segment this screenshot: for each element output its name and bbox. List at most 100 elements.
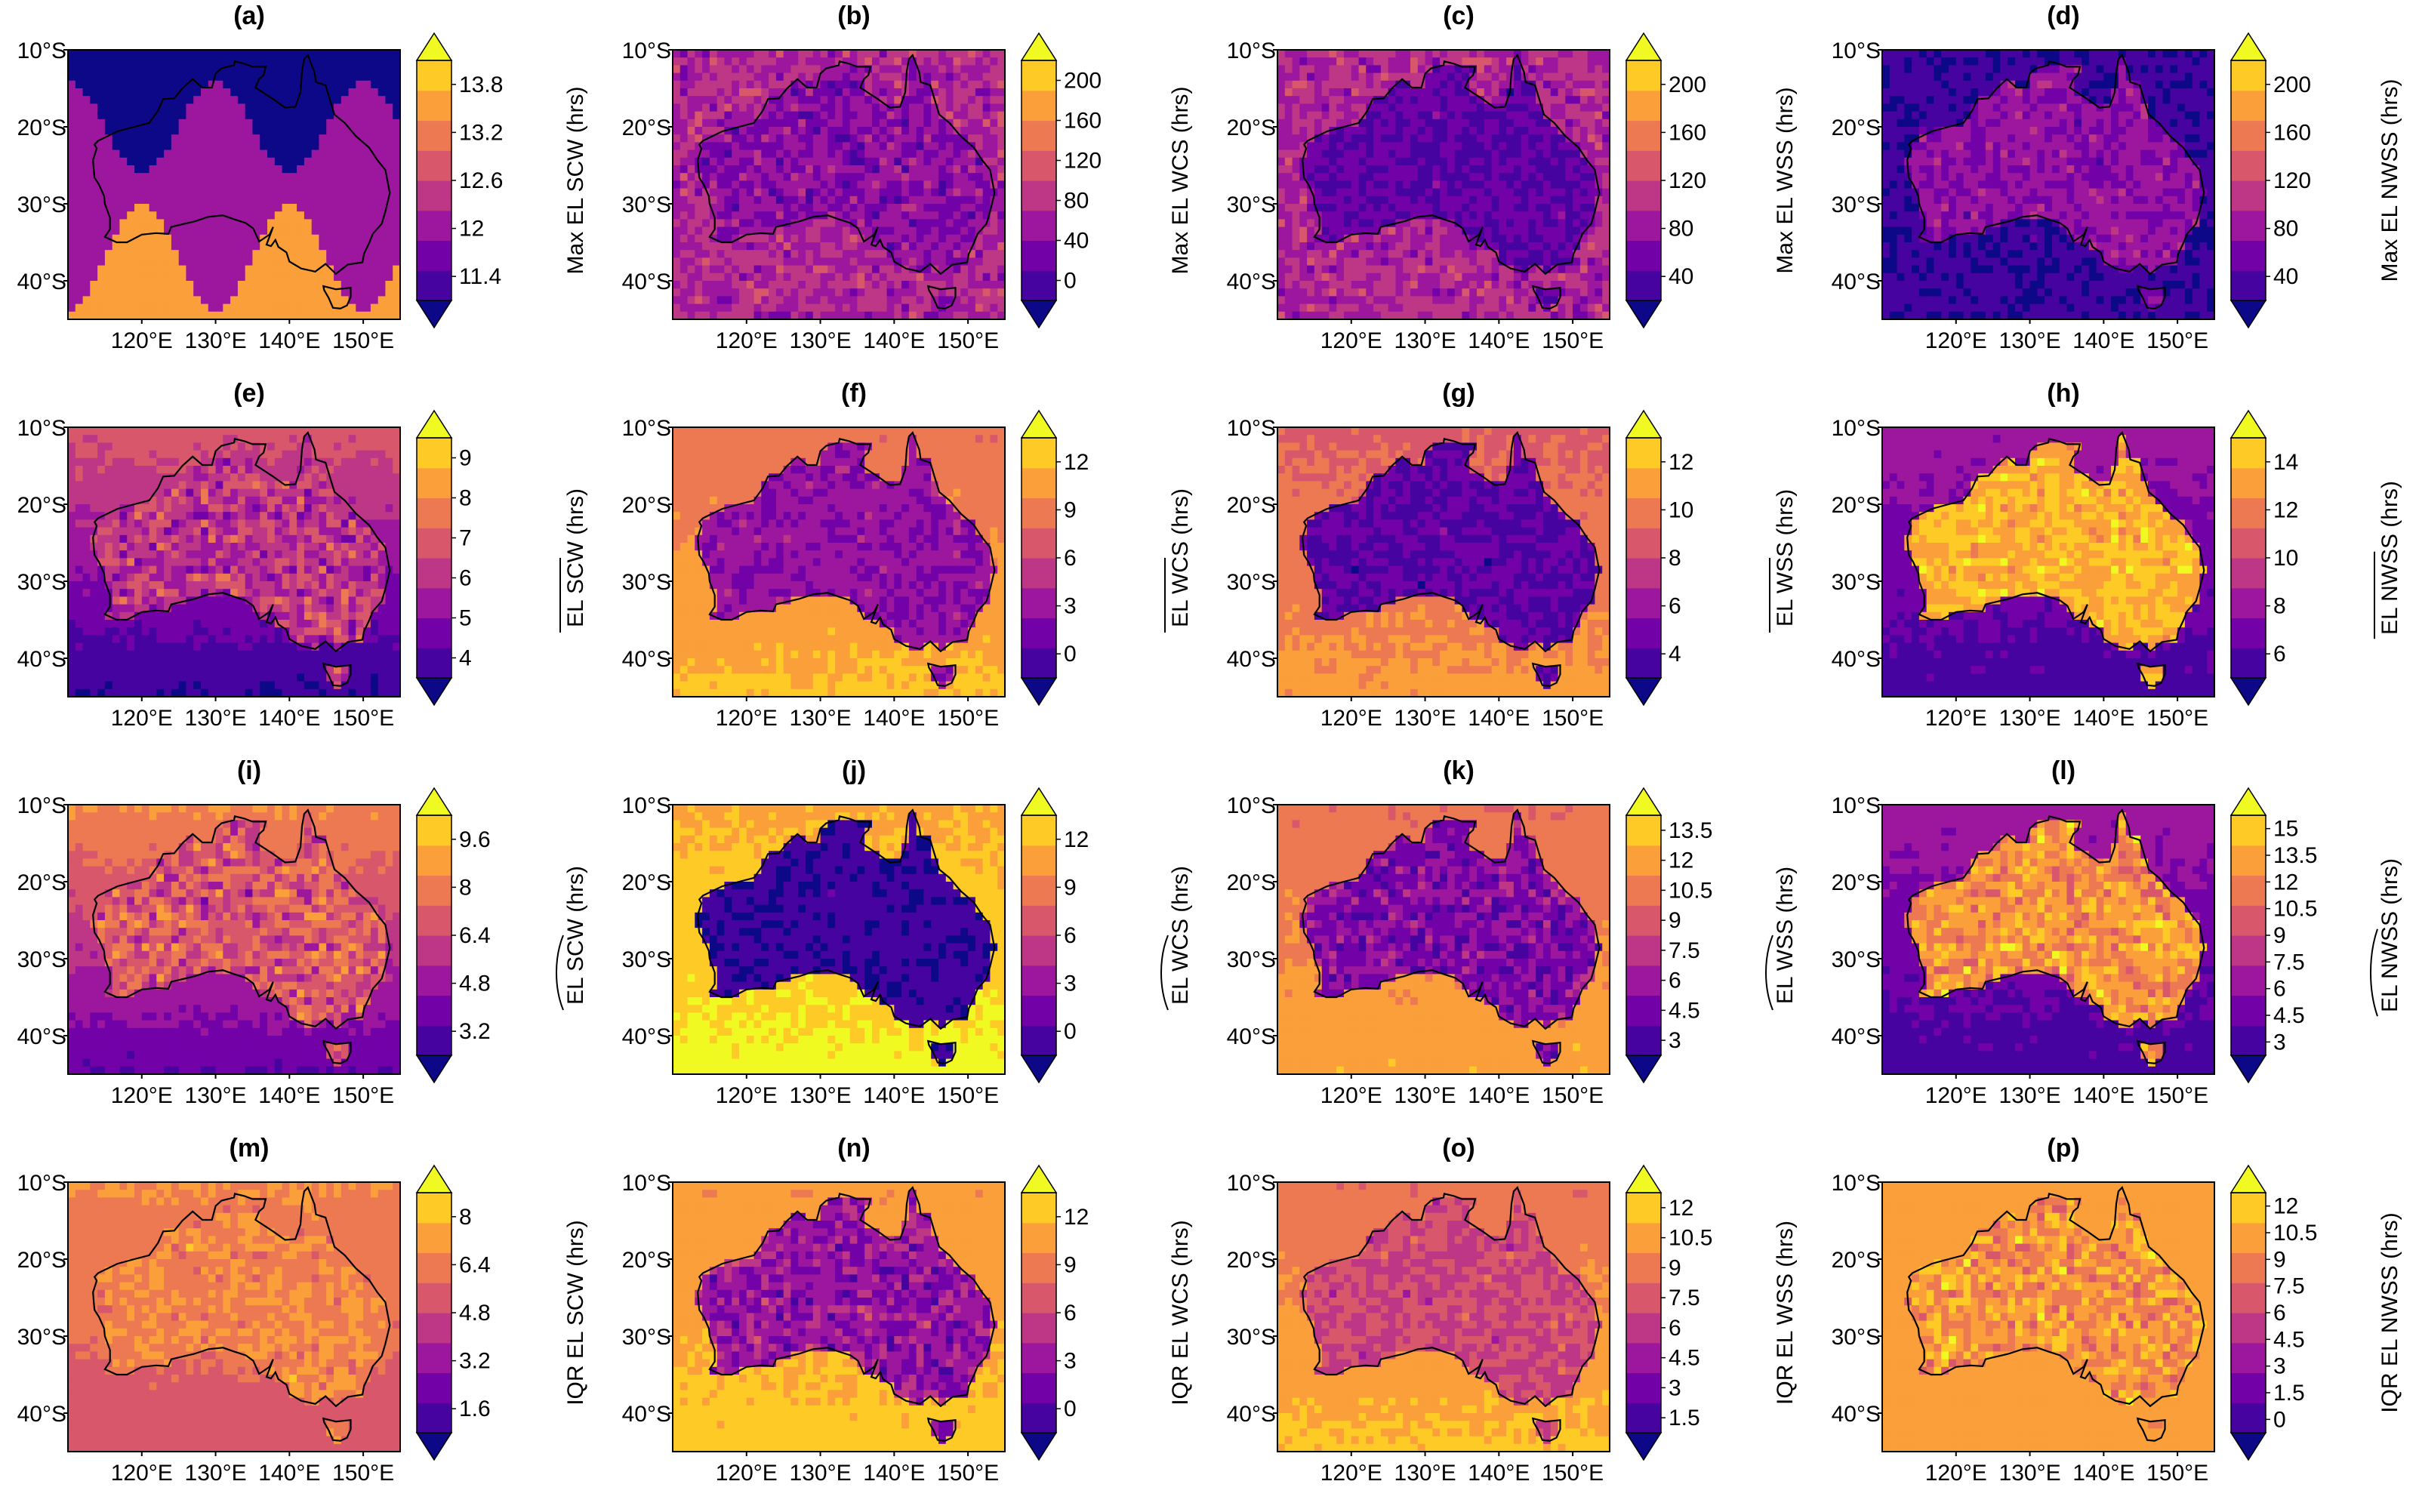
grid-cell: [835, 111, 843, 120]
grid-cell: [356, 103, 364, 112]
grid-cell: [2177, 57, 2186, 66]
grid-cell: [178, 273, 187, 282]
grid-cell: [1284, 265, 1293, 274]
grid-cell: [1344, 157, 1352, 166]
grid-cell: [2140, 65, 2149, 74]
grid-cell: [1477, 50, 1485, 58]
grid-cell: [341, 134, 350, 143]
grid-cell: [68, 250, 76, 259]
grid-cell: [849, 119, 858, 128]
grid-cell: [1499, 72, 1507, 82]
grid-cell: [356, 196, 364, 205]
grid-cell: [1491, 303, 1500, 313]
grid-cell: [186, 296, 194, 305]
grid-cell: [304, 303, 313, 313]
grid-cell: [149, 188, 158, 197]
grid-cell: [377, 257, 387, 266]
grid-cell: [156, 180, 165, 189]
grid-cell: [732, 288, 740, 297]
grid-cell: [112, 103, 121, 112]
grid-cell: [164, 173, 172, 182]
grid-cell: [732, 257, 740, 266]
grid-cell: [1579, 234, 1589, 243]
grid-cell: [363, 180, 371, 189]
colorbar-bin: [1626, 240, 1661, 271]
grid-cell: [1447, 127, 1456, 135]
grid-cell: [1440, 288, 1448, 297]
grid-cell: [1469, 281, 1478, 289]
grid-cell: [695, 250, 703, 259]
grid-cell: [849, 196, 858, 205]
grid-cell: [842, 204, 851, 212]
grid-cell: [237, 188, 246, 197]
grid-cell: [1587, 165, 1596, 174]
grid-cell: [2155, 57, 2164, 66]
grid-cell: [2192, 57, 2201, 66]
grid-cell: [1579, 72, 1589, 82]
grid-cell: [311, 50, 320, 58]
grid-cell: [1565, 211, 1573, 220]
grid-cell: [141, 219, 150, 228]
colorbar-bin: [1626, 60, 1661, 91]
grid-cell: [982, 303, 991, 313]
grid-cell: [1587, 273, 1596, 282]
grid-cell: [761, 111, 769, 120]
grid-cell: [1595, 281, 1603, 289]
grid-cell: [1388, 119, 1397, 128]
grid-cell: [304, 211, 313, 220]
grid-cell: [282, 288, 291, 297]
grid-cell: [775, 265, 784, 274]
grid-cell: [1351, 242, 1360, 251]
grid-cell: [1284, 127, 1293, 135]
grid-cell: [687, 204, 696, 212]
grid-cell: [164, 134, 172, 143]
grid-cell: [1565, 111, 1573, 120]
grid-cell: [746, 88, 755, 97]
grid-cell: [982, 134, 991, 143]
grid-cell: [223, 281, 231, 289]
grid-cell: [790, 103, 799, 112]
grid-cell: [1366, 134, 1374, 143]
grid-cell: [997, 226, 1005, 236]
colorbar-label: Max EL WCS (hrs): [1168, 87, 1193, 275]
grid-cell: [134, 250, 143, 259]
grid-cell: [739, 204, 747, 212]
grid-cell: [1321, 242, 1330, 251]
grid-cell: [334, 188, 342, 197]
grid-cell: [894, 127, 902, 135]
grid-cell: [97, 296, 106, 305]
grid-cell: [1314, 149, 1323, 159]
grid-cell: [2199, 57, 2208, 66]
grid-cell: [1602, 57, 1610, 66]
grid-cell: [753, 211, 763, 220]
grid-cell: [127, 142, 135, 151]
grid-cell: [842, 50, 851, 58]
grid-cell: [1417, 173, 1426, 182]
grid-cell: [104, 50, 113, 58]
grid-cell: [864, 180, 873, 189]
grid-cell: [894, 149, 902, 159]
lat-tick-label: 30°S: [622, 192, 671, 217]
grid-cell: [82, 119, 91, 128]
grid-cell: [732, 303, 740, 313]
grid-cell: [289, 142, 297, 151]
grid-cell: [857, 157, 865, 166]
grid-cell: [156, 134, 165, 143]
grid-cell: [982, 204, 991, 212]
grid-cell: [790, 257, 799, 266]
grid-cell: [1521, 80, 1530, 89]
grid-cell: [673, 173, 681, 182]
grid-cell: [223, 111, 231, 120]
grid-cell: [1284, 281, 1293, 289]
grid-cell: [1373, 180, 1382, 189]
grid-cell: [872, 211, 880, 220]
grid-cell: [673, 50, 681, 58]
grid-cell: [1595, 134, 1603, 143]
grid-cell: [753, 281, 763, 289]
grid-cell: [156, 281, 165, 289]
grid-cell: [901, 273, 910, 282]
grid-cell: [827, 72, 836, 82]
grid-cell: [923, 72, 932, 82]
grid-cell: [997, 72, 1005, 82]
grid-cell: [864, 80, 873, 89]
